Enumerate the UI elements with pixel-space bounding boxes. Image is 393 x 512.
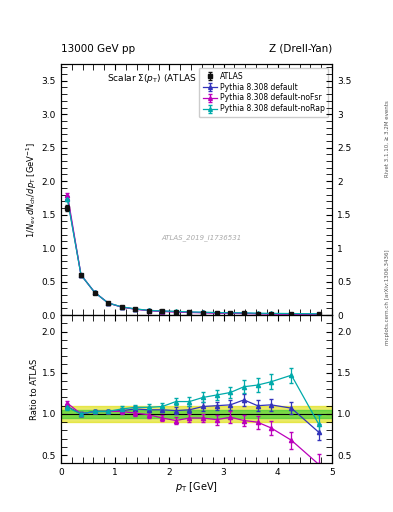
Legend: ATLAS, Pythia 8.308 default, Pythia 8.308 default-noFsr, Pythia 8.308 default-no: ATLAS, Pythia 8.308 default, Pythia 8.30…	[199, 68, 328, 117]
Text: ATLAS_2019_I1736531: ATLAS_2019_I1736531	[162, 234, 242, 242]
Text: Z (Drell-Yan): Z (Drell-Yan)	[269, 44, 332, 54]
Y-axis label: $1/N_\mathrm{ev}\,dN_\mathrm{ch}/dp_\mathrm{T}$ [GeV$^{-1}$]: $1/N_\mathrm{ev}\,dN_\mathrm{ch}/dp_\mat…	[24, 141, 39, 238]
Bar	[61, 406, 332, 422]
Text: Rivet 3.1.10, ≥ 3.2M events: Rivet 3.1.10, ≥ 3.2M events	[385, 100, 389, 177]
Text: mcplots.cern.ch [arXiv:1306.3436]: mcplots.cern.ch [arXiv:1306.3436]	[385, 249, 389, 345]
Text: 13000 GeV pp: 13000 GeV pp	[61, 44, 135, 54]
Y-axis label: Ratio to ATLAS: Ratio to ATLAS	[30, 358, 39, 420]
Text: Scalar $\Sigma(p_\mathrm{T})$ (ATLAS UE in Z production): Scalar $\Sigma(p_\mathrm{T})$ (ATLAS UE …	[107, 72, 286, 84]
Bar	[61, 410, 332, 418]
X-axis label: $p_\mathrm{T}$ [GeV]: $p_\mathrm{T}$ [GeV]	[175, 480, 218, 494]
